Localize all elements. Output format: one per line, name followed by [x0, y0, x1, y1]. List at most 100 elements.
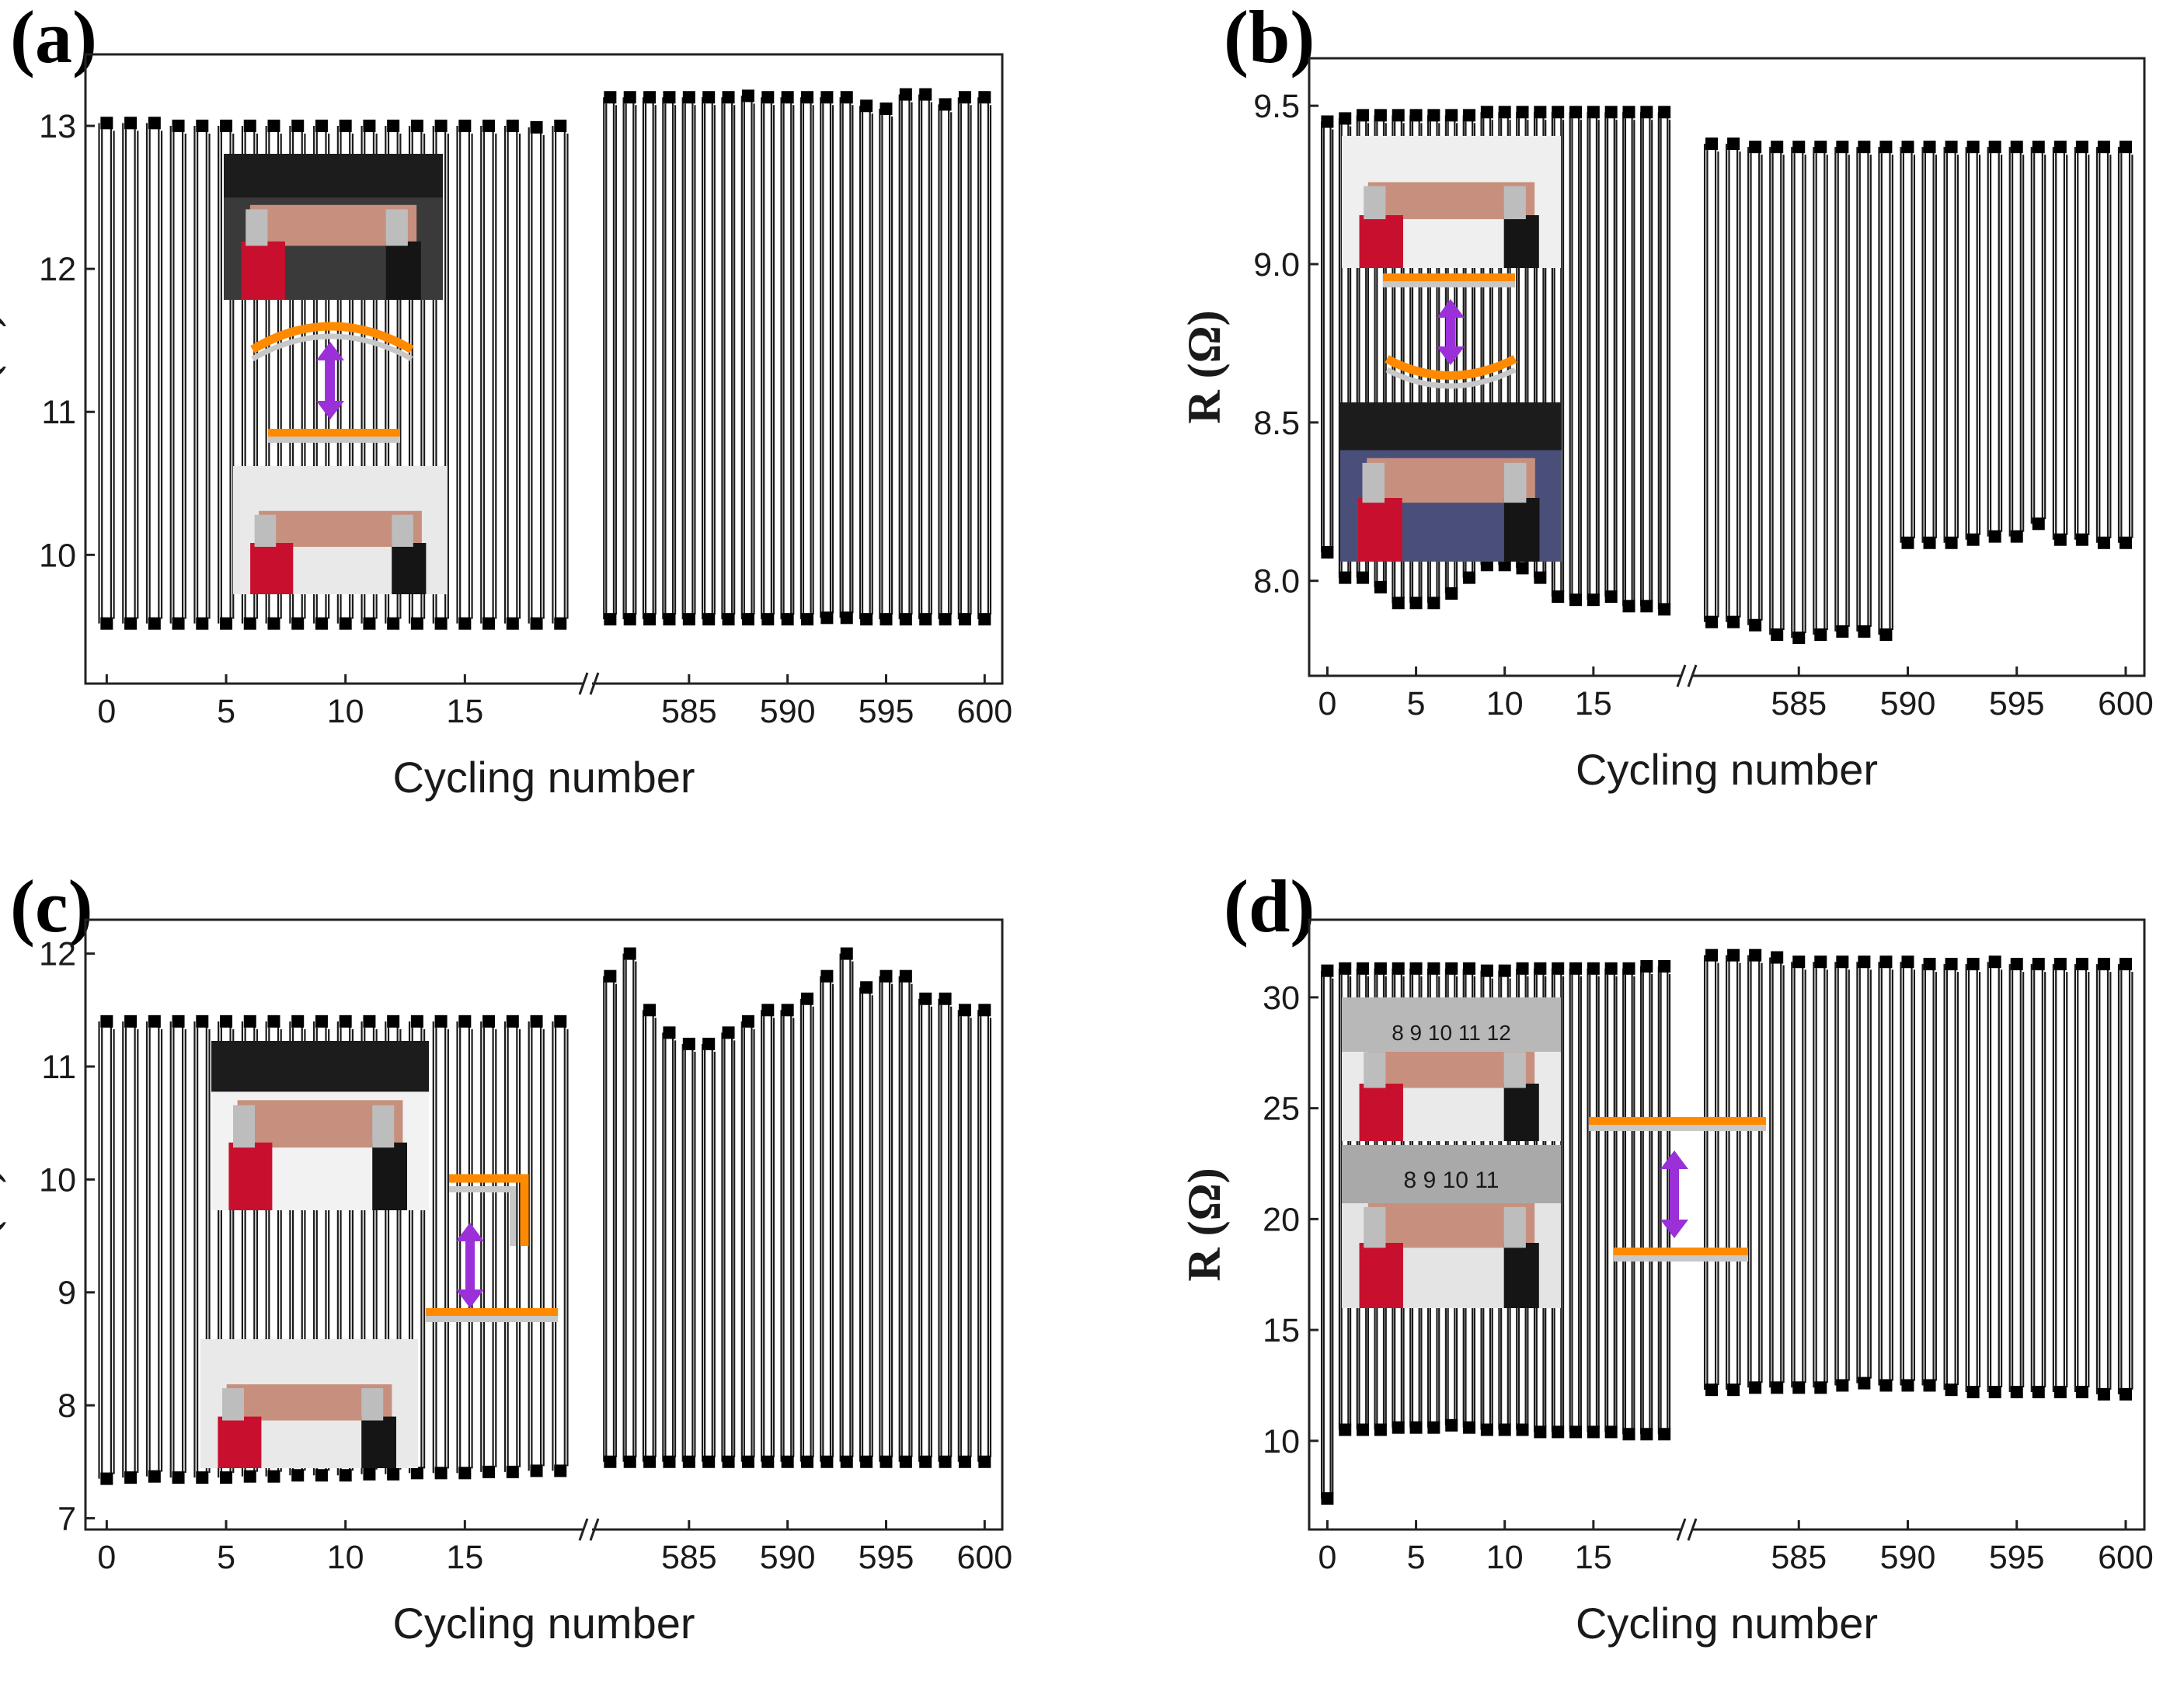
flat-schematic-b-orange [1383, 273, 1515, 281]
x-tick-label-c: 5 [217, 1539, 235, 1576]
data-point-a-low [100, 617, 113, 630]
data-point-c-low [939, 1455, 952, 1468]
data-point-d-low [1604, 1425, 1618, 1439]
folded-strip-photo [211, 1041, 429, 1210]
x-tick-label-d: 585 [1771, 1539, 1827, 1576]
y-tick-label-b: 9.5 [1253, 88, 1300, 125]
data-point-b-low [1945, 536, 1958, 549]
concave-schematic-orange [1385, 355, 1517, 380]
data-point-b-high [1392, 109, 1405, 122]
data-point-c-high [702, 1037, 716, 1050]
data-point-a-high [458, 120, 472, 133]
data-point-c-low [899, 1455, 912, 1468]
flat-schematic-a-grey [268, 437, 400, 443]
folded-strip-photo-black-clip [372, 1142, 407, 1210]
data-point-a-low [919, 613, 932, 626]
relaxed-schematic-grey [1614, 1255, 1748, 1262]
data-point-d-high [1923, 958, 1936, 971]
data-point-b-low [1569, 593, 1583, 607]
concave-strip-photo-dark-backdrop [1340, 402, 1562, 451]
data-point-d-low [1622, 1428, 1635, 1441]
ruler-numbers-top: 8 9 10 11 12 [1392, 1021, 1511, 1045]
data-point-d-high [1427, 962, 1440, 975]
data-point-d-high [1771, 951, 1784, 964]
data-point-c-low [458, 1467, 472, 1480]
data-point-c-low [781, 1455, 794, 1468]
data-point-b-low [1814, 628, 1827, 641]
data-point-d-low [1727, 1383, 1740, 1397]
data-point-c-high [506, 1015, 519, 1028]
data-point-b-low [2032, 517, 2045, 531]
data-point-d-low [1771, 1381, 1784, 1394]
data-point-c-low [722, 1455, 735, 1468]
data-point-d-low [2053, 1386, 2067, 1399]
flat-strip-photo-b-foil-left [1364, 186, 1386, 220]
flat-schematic-b-grey [1383, 281, 1515, 287]
data-point-b-low [1988, 530, 2001, 543]
data-point-a-high [267, 120, 280, 133]
flat-strip-photo-a-red-clip [250, 543, 294, 594]
data-point-c-high [741, 1015, 754, 1028]
folded-strip-photo-foil-left [233, 1105, 255, 1148]
data-point-a-high [899, 88, 912, 101]
data-point-a-low [761, 613, 775, 626]
x-tick-label-a: 15 [446, 693, 483, 730]
concave-strip-photo-foil-left [1362, 462, 1385, 503]
resistance-trace-d [1703, 955, 2133, 1394]
data-point-d-high [1534, 962, 1547, 975]
x-tick-label-d: 15 [1575, 1539, 1612, 1576]
data-point-a-high [840, 91, 853, 104]
data-point-c-low [363, 1467, 376, 1481]
data-point-a-high [958, 91, 971, 104]
data-point-b-high [1771, 141, 1784, 154]
data-point-c-high [410, 1015, 423, 1028]
data-point-d-high [1749, 948, 1762, 962]
curved-strip-photo-red-clip [241, 241, 285, 300]
data-point-c-high [482, 1015, 496, 1028]
data-point-c-low [860, 1455, 873, 1468]
data-point-a-low [860, 613, 873, 626]
axis-break-mark-a [589, 672, 600, 695]
y-tick-label-b: 8.5 [1253, 405, 1300, 442]
axis-break-gap-b [1681, 673, 1691, 679]
data-point-a-low [530, 617, 543, 630]
data-point-c-low [702, 1455, 716, 1468]
resistance-trace-a [98, 123, 569, 624]
ruler-numbers-bottom: 8 9 10 11 [1404, 1168, 1500, 1193]
right-angle-schematic-orange [449, 1174, 529, 1246]
axis-break-mark-c [589, 1518, 600, 1541]
flat-schematic-c-orange [426, 1308, 558, 1316]
data-point-c-high [554, 1015, 567, 1028]
data-point-a-high [722, 91, 735, 104]
plot-frame-a [84, 53, 1004, 685]
data-point-c-high [643, 1004, 657, 1017]
data-point-b-high [1792, 141, 1806, 154]
y-tick-label-a: 13 [39, 108, 76, 145]
data-point-a-low [220, 617, 233, 630]
data-point-c-high [801, 992, 814, 1005]
data-point-b-low [1409, 597, 1423, 610]
x-tick-label-c: 10 [327, 1539, 364, 1576]
data-point-b-low [1534, 571, 1547, 584]
data-point-a-low [741, 613, 754, 626]
data-point-b-low [1640, 600, 1653, 613]
data-point-d-high [1604, 962, 1618, 975]
data-point-b-low [1498, 559, 1511, 572]
data-point-a-high [860, 99, 873, 113]
folded-strip-photo-red-clip [228, 1142, 273, 1210]
data-point-d-low [1814, 1381, 1827, 1394]
x-tick-label-c: 600 [956, 1539, 1012, 1576]
stretched-strip-ruler-photo-foil-left [1364, 1052, 1386, 1088]
y-tick-label-c: 12 [39, 936, 76, 973]
axis-break-gap-a [583, 680, 592, 687]
curved-strip-photo-foil-right [385, 209, 408, 246]
data-point-a-high [554, 120, 567, 133]
data-point-a-low [172, 617, 185, 630]
flat-strip-photo-a-foil-right [392, 514, 413, 547]
data-point-c-high [860, 981, 873, 994]
x-tick-label-a: 595 [859, 693, 914, 730]
data-point-c-low [623, 1455, 636, 1468]
x-tick-label-b: 585 [1771, 685, 1827, 722]
y-tick-label-a: 10 [39, 537, 76, 574]
data-point-b-high [2097, 141, 2110, 154]
